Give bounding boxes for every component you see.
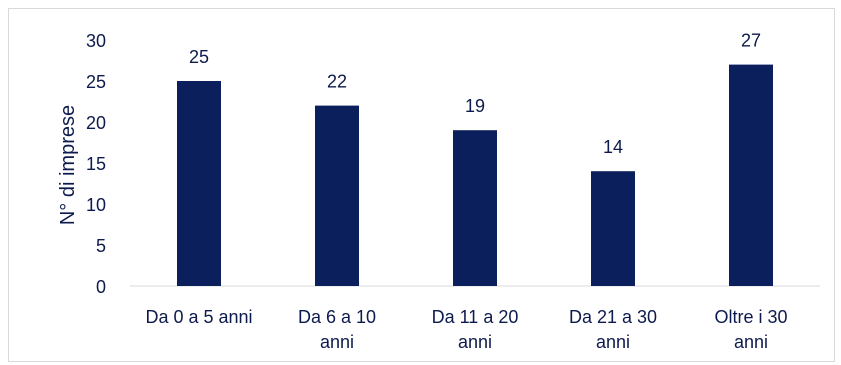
bar xyxy=(453,130,497,286)
bars xyxy=(177,64,773,286)
y-tick-label: 15 xyxy=(86,154,106,174)
x-tick-label: anni xyxy=(320,332,354,352)
y-tick-label: 10 xyxy=(86,195,106,215)
chart-frame xyxy=(8,8,835,362)
x-tick-label: anni xyxy=(458,332,492,352)
data-label: 22 xyxy=(327,72,347,92)
bar xyxy=(177,81,221,286)
data-label: 19 xyxy=(465,96,485,116)
y-axis-ticks: 0 5 10 15 20 25 30 xyxy=(86,31,106,297)
bar xyxy=(729,64,773,286)
bar xyxy=(591,171,635,286)
x-tick-label: Da 6 a 10 xyxy=(298,307,376,327)
x-tick-label: anni xyxy=(596,332,630,352)
y-tick-label: 25 xyxy=(86,72,106,92)
x-tick-label: anni xyxy=(734,332,768,352)
y-tick-label: 0 xyxy=(96,277,106,297)
x-tick-label: Da 11 a 20 xyxy=(432,307,519,327)
data-label: 27 xyxy=(741,31,761,51)
bar xyxy=(315,105,359,286)
y-tick-label: 20 xyxy=(86,113,106,133)
data-label: 14 xyxy=(603,137,623,157)
data-label: 25 xyxy=(189,47,209,67)
x-axis-ticks: Da 0 a 5 anni Da 6 a 10 anni Da 11 a 20 anni… xyxy=(145,307,787,352)
x-tick-label: Da 0 a 5 anni xyxy=(145,307,252,327)
y-axis-label: N° di imprese xyxy=(57,105,79,225)
y-tick-label: 30 xyxy=(86,31,106,51)
y-tick-label: 5 xyxy=(96,236,106,256)
x-tick-label: Oltre i 30 xyxy=(714,307,787,327)
data-labels: 25 22 19 14 27 xyxy=(189,31,761,158)
x-tick-label: Da 21 a 30 xyxy=(569,307,657,327)
